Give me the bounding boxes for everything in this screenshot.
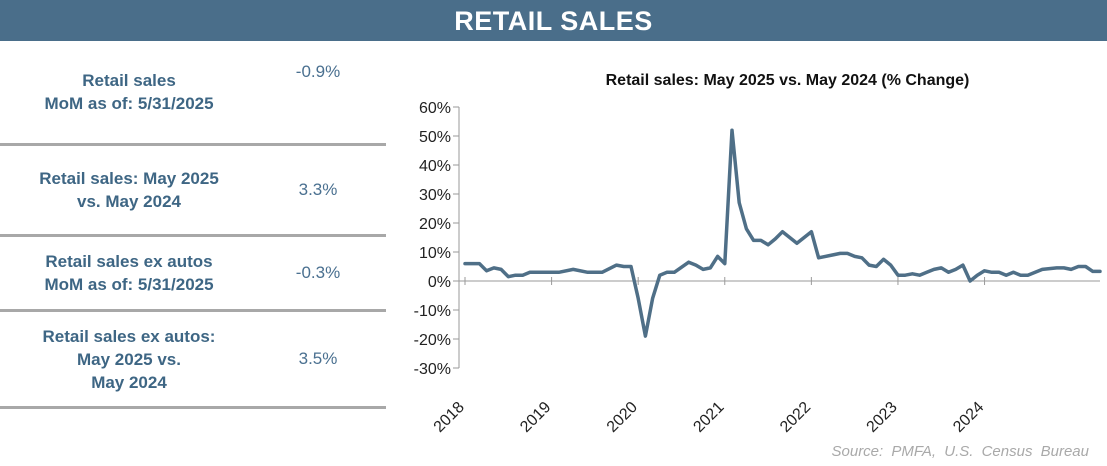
- stat-row-retail-yoy: Retail sales: May 2025 vs. May 2024 3.3%: [0, 146, 386, 237]
- x-tick-label: 2023: [864, 399, 901, 435]
- x-tick-label: 2020: [604, 399, 641, 435]
- y-tick-label: 30%: [419, 187, 451, 204]
- x-tick-label: 2022: [777, 399, 814, 435]
- y-tick-label: 40%: [419, 158, 451, 175]
- y-tick-label: 0%: [428, 274, 451, 291]
- stat-value: -0.9%: [295, 61, 341, 81]
- x-tick-label: 2021: [690, 399, 727, 435]
- y-tick-label: 20%: [419, 216, 451, 233]
- stat-label: Retail sales: May 2025 vs. May 2024: [39, 169, 219, 211]
- stat-row-exauto-yoy: Retail sales ex autos: May 2025 vs. May …: [0, 312, 386, 409]
- series-line: [463, 128, 1102, 338]
- x-tick-label: 2019: [517, 399, 554, 435]
- stats-panel: Retail sales MoM as of: 5/31/2025 -0.9% …: [0, 41, 386, 411]
- stat-row-exauto-mom: Retail sales ex autos MoM as of: 5/31/20…: [0, 237, 386, 312]
- y-tick-label: -20%: [414, 332, 451, 349]
- stat-label: Retail sales ex autos: May 2025 vs. May …: [42, 326, 216, 392]
- stat-label: Retail sales ex autos MoM as of: 5/31/20…: [44, 252, 214, 294]
- x-tick-label: 2018: [431, 399, 468, 435]
- page-banner: RETAIL SALES: [0, 0, 1107, 41]
- source-note: Source: PMFA, U.S. Census Bureau: [831, 443, 1090, 460]
- page-title: RETAIL SALES: [454, 6, 653, 36]
- chart-title: Retail sales: May 2025 vs. May 2024 (% C…: [605, 72, 970, 89]
- stat-value: -0.3%: [295, 263, 341, 282]
- y-tick-label: 10%: [419, 245, 451, 262]
- stat-row-retail-mom: Retail sales MoM as of: 5/31/2025 -0.9%: [0, 41, 386, 146]
- line-chart: -30% -20% -10% 0% 10% 20% 30% 40% 50% 60% 2018 2019…: [414, 100, 1102, 435]
- y-tick-label: 50%: [419, 129, 451, 146]
- stat-label: Retail sales MoM as of: 5/31/2025: [44, 71, 214, 113]
- stat-value: 3.3%: [298, 180, 338, 199]
- y-tick-label: -30%: [414, 361, 451, 378]
- y-tick-label: 60%: [419, 100, 451, 117]
- stat-value: 3.5%: [298, 349, 338, 368]
- y-tick-label: -10%: [414, 303, 451, 320]
- x-tick-label: 2024: [950, 399, 987, 435]
